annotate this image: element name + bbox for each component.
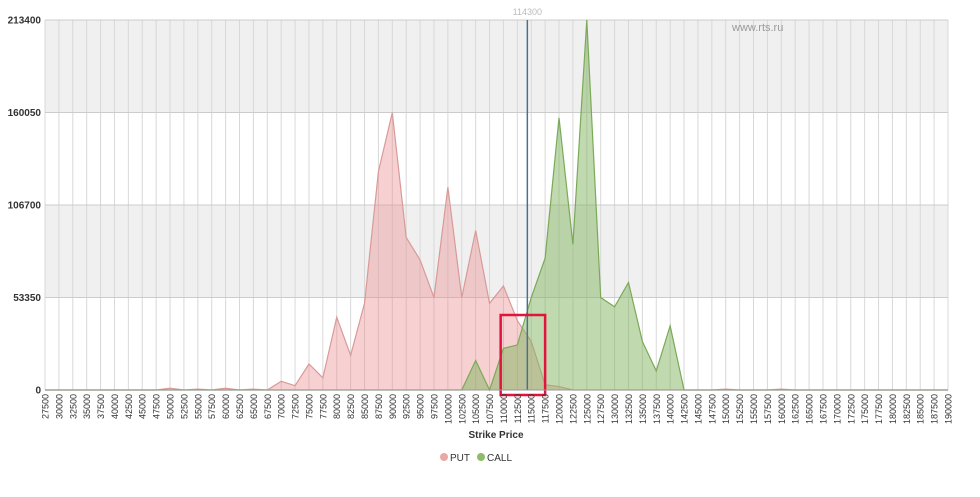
x-axis-title: Strike Price <box>468 430 523 441</box>
x-tick-label: 120000 <box>555 394 565 424</box>
highlight-box <box>499 313 547 397</box>
x-tick-label: 30000 <box>54 394 64 419</box>
x-tick-label: 160000 <box>777 394 787 424</box>
x-tick-label: 170000 <box>832 394 842 424</box>
y-tick-label: 106700 <box>8 201 42 212</box>
x-tick-label: 115000 <box>527 394 537 423</box>
x-tick-label: 70000 <box>277 394 287 419</box>
x-tick-label: 155000 <box>749 394 759 424</box>
x-tick-label: 37500 <box>96 394 106 419</box>
legend-put-label: PUT <box>450 453 470 464</box>
legend-item-put[interactable]: PUT <box>440 453 470 464</box>
current-price-label: 114300 <box>513 7 542 17</box>
x-tick-label: 165000 <box>805 394 815 424</box>
x-tick-label: 122500 <box>568 394 578 424</box>
y-tick-label: 0 <box>35 386 41 397</box>
legend-call-label: CALL <box>487 453 512 464</box>
x-tick-label: 112500 <box>513 394 523 423</box>
x-tick-label: 130000 <box>610 394 620 424</box>
legend: PUT CALL <box>440 453 512 464</box>
x-tick-label: 177500 <box>874 394 884 424</box>
x-tick-label: 110000 <box>499 394 509 423</box>
x-tick-label: 152500 <box>735 394 745 424</box>
x-tick-label: 92500 <box>402 394 412 419</box>
x-tick-label: 52500 <box>179 394 189 419</box>
x-tick-label: 47500 <box>152 394 162 419</box>
x-tick-label: 40000 <box>110 394 120 419</box>
x-tick-label: 142500 <box>680 394 690 424</box>
x-tick-label: 95000 <box>416 394 426 419</box>
x-tick-label: 167500 <box>818 394 828 424</box>
x-tick-label: 137500 <box>652 394 662 424</box>
x-tick-label: 35000 <box>82 394 92 419</box>
x-tick-label: 127500 <box>596 394 606 424</box>
x-tick-label: 145000 <box>693 394 703 424</box>
x-tick-label: 32500 <box>68 394 78 419</box>
x-tick-label: 72500 <box>291 394 301 419</box>
x-tick-label: 80000 <box>332 394 342 419</box>
x-tick-label: 57500 <box>207 394 217 419</box>
x-tick-label: 85000 <box>360 394 370 419</box>
x-tick-label: 135000 <box>638 394 648 424</box>
x-tick-label: 100000 <box>443 394 453 424</box>
x-tick-label: 162500 <box>791 394 801 424</box>
x-tick-label: 150000 <box>721 394 731 424</box>
x-tick-label: 132500 <box>624 394 634 424</box>
x-tick-label: 125000 <box>582 394 592 424</box>
x-tick-label: 45000 <box>138 394 148 419</box>
x-tick-label: 175000 <box>860 394 870 424</box>
x-tick-label: 62500 <box>235 394 245 419</box>
x-tick-label: 107500 <box>485 394 495 424</box>
y-tick-label: 213400 <box>8 16 42 27</box>
x-tick-label: 190000 <box>944 394 954 424</box>
x-tick-label: 55000 <box>193 394 203 419</box>
x-tick-label: 87500 <box>374 394 384 419</box>
x-tick-label: 117500 <box>541 394 551 423</box>
plot-band <box>45 205 948 298</box>
plot-band <box>45 20 948 113</box>
series-area-put <box>45 112 948 390</box>
x-tick-label: 90000 <box>388 394 398 419</box>
x-tick-label: 182500 <box>902 394 912 424</box>
y-tick-label: 53350 <box>13 293 41 304</box>
x-tick-label: 60000 <box>221 394 231 419</box>
y-tick-label: 160050 <box>8 108 42 119</box>
x-tick-label: 105000 <box>471 394 481 424</box>
x-tick-label: 65000 <box>249 394 259 419</box>
x-tick-label: 187500 <box>930 394 940 424</box>
x-tick-label: 75000 <box>304 394 314 419</box>
x-tick-label: 50000 <box>166 394 176 419</box>
x-tick-label: 102500 <box>457 394 467 424</box>
x-tick-label: 82500 <box>346 394 356 419</box>
x-tick-label: 97500 <box>429 394 439 419</box>
x-tick-label: 67500 <box>263 394 273 419</box>
watermark: www.rts.ru <box>731 22 783 34</box>
x-tick-label: 140000 <box>666 394 676 424</box>
legend-item-call[interactable]: CALL <box>477 453 512 464</box>
x-tick-label: 42500 <box>124 394 134 419</box>
x-tick-label: 157500 <box>763 394 773 424</box>
x-tick-label: 147500 <box>707 394 717 424</box>
x-tick-label: 185000 <box>916 394 926 424</box>
legend-call-marker <box>477 453 485 461</box>
legend-put-marker <box>440 453 448 461</box>
x-tick-label: 180000 <box>888 394 898 424</box>
x-tick-label: 172500 <box>846 394 856 424</box>
x-tick-label: 77500 <box>318 394 328 419</box>
x-tick-label: 27500 <box>41 394 51 419</box>
